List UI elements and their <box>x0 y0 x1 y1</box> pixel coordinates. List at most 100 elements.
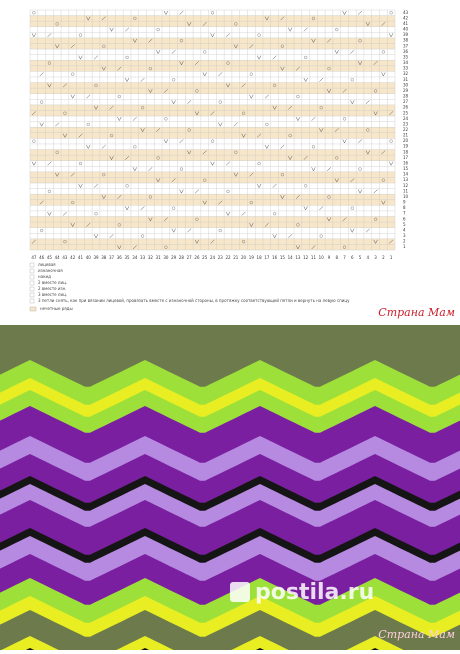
stitch-symbol <box>342 117 347 121</box>
stitch-symbol <box>203 50 207 54</box>
stitch-symbol <box>342 245 347 249</box>
stitch-symbol <box>156 27 160 32</box>
stitch-symbol <box>109 105 114 110</box>
stitch-symbol <box>194 239 200 244</box>
column-number: 18 <box>257 255 263 260</box>
column-number: 33 <box>140 255 146 260</box>
stitch-symbol <box>164 117 168 121</box>
column-number: 5 <box>359 255 362 260</box>
stitch-symbol <box>218 100 222 104</box>
stitch-symbol <box>350 49 355 54</box>
shaded-row <box>30 82 395 89</box>
stitch-symbol <box>40 228 44 233</box>
legend-label: 3 петли снять, как при вязании лицевой, … <box>38 298 350 303</box>
stitch-symbol <box>109 27 114 32</box>
stitch-symbol <box>264 144 269 150</box>
column-number: 42 <box>70 255 76 260</box>
stitch-symbol <box>264 222 269 227</box>
stitch-symbol <box>210 111 215 116</box>
shaded-row <box>30 88 395 94</box>
stitch-symbol <box>163 217 168 222</box>
stitch-symbol <box>327 67 331 71</box>
stitch-symbol <box>164 245 168 249</box>
stitch-symbol <box>288 105 293 110</box>
stitch-symbol <box>86 16 91 21</box>
row-number: 11 <box>403 188 409 193</box>
stitch-symbol <box>319 77 324 82</box>
stitch-symbol <box>264 94 269 99</box>
shaded-row <box>30 127 395 133</box>
shaded-row <box>30 171 395 178</box>
stitch-symbol <box>148 89 153 94</box>
stitch-symbol <box>389 33 394 38</box>
stitch-symbol <box>373 89 378 93</box>
stitch-symbol <box>280 195 285 200</box>
column-number: 12 <box>303 255 309 260</box>
stitch-symbol <box>163 10 169 16</box>
stitch-symbol <box>31 111 36 116</box>
column-number: 8 <box>335 255 338 260</box>
stitch-symbol <box>210 161 215 166</box>
stitch-symbol <box>280 66 285 71</box>
column-number: 28 <box>179 255 185 260</box>
column-number: 4 <box>367 255 370 260</box>
shaded-row <box>30 216 395 223</box>
stitch-symbol <box>350 100 355 105</box>
row-number: 24 <box>403 116 409 121</box>
stitch-symbol <box>326 38 332 43</box>
stitch-symbol <box>125 27 130 32</box>
stitch-symbol <box>86 144 91 150</box>
stitch-symbol <box>335 27 339 32</box>
column-number: 19 <box>249 255 255 260</box>
column-number: 29 <box>171 255 177 260</box>
column-number: 47 <box>31 255 37 260</box>
stitch-symbol <box>195 217 199 221</box>
row-number: 18 <box>403 149 409 154</box>
site-watermark: postila.ru <box>255 580 374 605</box>
stitch-symbol <box>93 183 99 188</box>
stitch-symbol <box>31 33 36 38</box>
shaded-row <box>30 15 395 22</box>
stitch-symbol <box>109 234 114 239</box>
stitch-symbol <box>78 133 83 138</box>
stitch-symbol <box>326 217 332 222</box>
stitch-symbol <box>249 72 253 76</box>
stitch-symbol <box>156 128 161 132</box>
stitch-symbol <box>295 195 300 199</box>
stitch-symbol <box>357 10 363 15</box>
stitch-symbol <box>55 22 59 26</box>
stitch-symbol <box>179 39 184 43</box>
stitch-symbol <box>233 122 238 127</box>
stitch-symbol <box>373 61 378 65</box>
stitch-symbol <box>94 212 98 216</box>
legend-note: нечетные ряды <box>40 306 73 311</box>
stitch-symbol <box>109 133 114 138</box>
stitch-symbol <box>389 239 394 244</box>
stitch-symbol <box>342 217 347 222</box>
stitch-symbol <box>249 94 254 99</box>
stitch-symbol <box>257 133 262 138</box>
stitch-symbol <box>295 116 301 122</box>
stitch-symbol <box>218 122 223 127</box>
column-number: 40 <box>86 255 92 260</box>
legend-label: лицевая <box>38 262 56 267</box>
stitch-symbol <box>195 89 199 93</box>
stitch-symbol <box>327 195 331 199</box>
stitch-symbol <box>39 200 44 205</box>
row-number: 3 <box>403 233 406 238</box>
row-number: 26 <box>403 105 409 110</box>
stitch-symbol <box>225 33 231 38</box>
stitch-symbol <box>295 66 300 71</box>
stitch-symbol <box>117 223 121 227</box>
stitch-symbol <box>47 189 52 193</box>
stitch-symbol <box>373 239 378 244</box>
stitch-symbol <box>32 139 36 143</box>
stitch-symbol <box>373 217 378 221</box>
stitch-symbol <box>171 49 176 54</box>
row-number: 5 <box>403 222 406 227</box>
stitch-symbol <box>326 89 332 94</box>
column-number: 39 <box>93 255 99 260</box>
column-number: 32 <box>148 255 154 260</box>
stitch-symbol <box>102 173 106 177</box>
